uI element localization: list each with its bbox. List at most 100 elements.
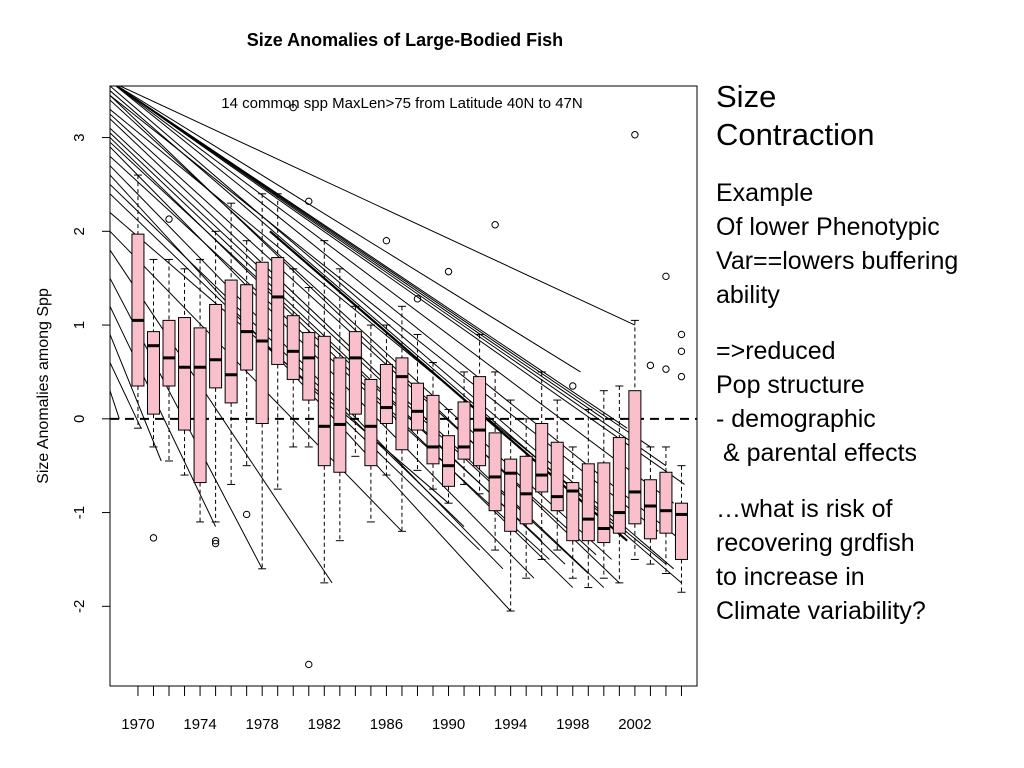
outlier-point — [305, 197, 313, 206]
box-2001 — [612, 437, 626, 534]
box-1990 — [442, 435, 456, 487]
side-effects-line-2: Pop structure — [716, 371, 865, 399]
outlier-point — [305, 660, 313, 669]
box-1974 — [193, 327, 207, 484]
side-example-line-3: Var==lowers buffering — [716, 247, 959, 275]
box-1978 — [255, 261, 269, 424]
side-example-line-1: Example — [716, 179, 814, 207]
box-1999 — [581, 463, 595, 542]
trend-line — [110, 95, 620, 584]
boxplot-chart: -2 -1 0 1 2 3 Size Anomalies among Spp 1970 1974… — [35, 85, 698, 733]
x-tick-label: 1982 — [308, 716, 341, 733]
outlier-point — [242, 510, 251, 519]
box-1970 — [131, 233, 145, 387]
box-1995 — [519, 455, 533, 525]
x-tick-label: 1998 — [556, 716, 589, 733]
trend-line — [110, 86, 675, 570]
side-heading-line-2: Contraction — [716, 117, 875, 152]
box-1981 — [302, 332, 316, 401]
box-2000 — [597, 462, 611, 544]
box-1983 — [333, 357, 347, 473]
outlier-point — [569, 382, 577, 390]
box-1975 — [209, 303, 223, 389]
box-1994 — [504, 458, 518, 532]
box-2002 — [628, 390, 642, 525]
x-tick-label: 1974 — [183, 716, 216, 733]
box-1989 — [426, 394, 440, 465]
side-example-line-2: Of lower Phenotypic — [716, 213, 940, 241]
y-tick-label: -2 — [71, 600, 88, 613]
box-1991 — [457, 401, 471, 460]
trend-line — [116, 86, 581, 373]
box-1993 — [488, 432, 502, 512]
trend-line — [115, 86, 675, 504]
trend-line — [110, 306, 217, 527]
outlier-point — [491, 221, 499, 229]
box-1996 — [535, 423, 549, 493]
outlier-point — [289, 103, 297, 112]
x-tick-label: 1978 — [245, 716, 278, 733]
trend-line — [115, 86, 685, 485]
chart-subtitle: 14 common spp MaxLen>75 from Latitude 40… — [221, 95, 582, 112]
trend-line — [110, 390, 120, 419]
x-tick-label: 1986 — [370, 716, 403, 733]
plot-frame — [109, 85, 698, 687]
box-1985 — [364, 378, 378, 467]
y-tick-label: -1 — [71, 506, 88, 519]
y-tick-label: 1 — [71, 321, 88, 329]
x-tick-label: 2002 — [618, 716, 651, 733]
box-1980 — [286, 315, 300, 380]
side-question-line-4: Climate variability? — [716, 597, 926, 625]
outlier-point — [677, 330, 686, 339]
outlier-point — [662, 365, 670, 373]
outlier-point — [413, 295, 422, 303]
box-1997 — [550, 441, 564, 512]
x-tick-label: 1970 — [121, 716, 154, 733]
outlier-point — [646, 361, 655, 370]
side-effects-line-4: & parental effects — [716, 439, 918, 467]
outlier-point — [677, 372, 686, 381]
side-effects-line-1: =>reduced — [716, 337, 836, 365]
side-question-line-3: to increase in — [716, 563, 865, 591]
trend-line — [115, 86, 667, 467]
box-2004 — [659, 471, 673, 534]
y-tick-label: 3 — [71, 133, 88, 141]
side-question-line-2: recovering grdfish — [716, 529, 915, 557]
trend-line — [118, 86, 636, 326]
side-effects-line-3: - demographic — [716, 405, 876, 433]
box-2003 — [643, 479, 657, 540]
box-1982 — [317, 335, 331, 467]
box-1992 — [473, 376, 487, 467]
side-heading-line-1: Size — [716, 79, 777, 114]
box-1988 — [410, 382, 424, 431]
y-tick-label: 0 — [71, 415, 88, 423]
box-1984 — [348, 331, 362, 415]
side-panel: Size Contraction Example Of lower Phenot… — [716, 78, 1016, 628]
outlier-point — [631, 131, 639, 139]
outlier-point — [211, 536, 220, 545]
box-1972 — [162, 319, 176, 387]
trend-line — [110, 249, 333, 584]
trend-line — [110, 334, 162, 462]
trend-line — [116, 86, 651, 448]
outlier-point — [444, 267, 453, 276]
box-1971 — [146, 331, 160, 415]
x-tick-label: 1994 — [494, 716, 527, 733]
outlier-point — [149, 534, 158, 542]
box-1977 — [240, 284, 254, 371]
outlier-point — [211, 539, 220, 548]
box-1976 — [224, 279, 238, 404]
outlier-point — [382, 236, 391, 245]
y-axis-label: Size Anomalies among Spp — [35, 288, 52, 484]
outlier-point — [165, 215, 173, 223]
box-1973 — [178, 317, 192, 431]
side-question-line-1: …what is risk of — [716, 495, 893, 523]
box-1987 — [395, 357, 409, 451]
x-tick-label: 1990 — [432, 716, 465, 733]
outlier-point — [662, 272, 670, 281]
outlier-point — [677, 347, 686, 356]
trend-line — [110, 362, 142, 429]
chart-title: Size Anomalies of Large-Bodied Fish — [246, 30, 564, 50]
box-1998 — [566, 482, 580, 542]
side-example-line-4: ability — [716, 281, 780, 309]
